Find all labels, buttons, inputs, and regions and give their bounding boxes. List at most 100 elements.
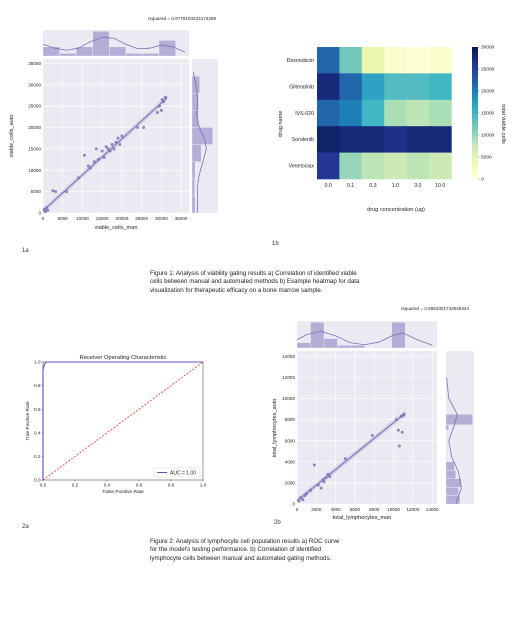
- viable-y-label: viable_cells_auto: [9, 115, 15, 158]
- roc-x-label: False Positive Rate: [102, 489, 144, 495]
- colorbar-segment: [472, 88, 478, 92]
- x-tick-label: 8000: [369, 507, 380, 512]
- y-tick-label: 10000: [28, 168, 41, 173]
- colorbar-segment: [472, 163, 478, 167]
- top-hist-bar: [296, 342, 311, 349]
- viable-rsquared-title: rsquared = 0.9779103222174289: [148, 16, 217, 21]
- colorbar-segment: [472, 69, 478, 72]
- data-point: [322, 480, 326, 484]
- data-point: [402, 412, 406, 416]
- colorbar-tick-label: 5000: [481, 155, 492, 161]
- colorbar-segment: [472, 104, 478, 107]
- colorbar-tick-label: 10000: [481, 133, 495, 139]
- x-tick-label: 0: [296, 507, 299, 512]
- data-point: [96, 158, 100, 162]
- roc-curve: [42, 361, 203, 480]
- viable-right-hist: [191, 59, 218, 214]
- y-tick-label: 6000: [285, 438, 296, 443]
- y-tick-label: 25000: [28, 104, 41, 109]
- roc-x-tick-label: 1.0: [200, 483, 207, 488]
- heatmap-y-label: drug name: [278, 111, 284, 138]
- data-point: [112, 147, 116, 151]
- lymph-points: [297, 412, 406, 503]
- roc-y-tick-label: 0.4: [34, 430, 41, 435]
- heatmap-cell: [429, 47, 452, 74]
- heatmap-row-label: Sorafenib: [292, 137, 314, 143]
- heatmap-cells: [317, 47, 452, 180]
- viable-ticks: 0 5000 10000 15000 20000 25000 30000 35000 0 5000…: [28, 61, 188, 221]
- lymph-grid: [296, 351, 437, 505]
- colorbar-segment: [472, 165, 478, 169]
- figure-2-caption: Figure 2: Analysis of lymphocyte cell po…: [150, 538, 340, 562]
- heatmap-cell: [429, 126, 452, 153]
- data-point: [118, 143, 122, 147]
- data-point: [108, 149, 112, 153]
- heatmap-cell: [339, 73, 363, 101]
- y-tick-label: 4000: [285, 459, 296, 464]
- data-point: [394, 418, 398, 422]
- data-point: [92, 160, 96, 164]
- heatmap-cell: [339, 99, 363, 127]
- y-tick-label: 0: [292, 502, 295, 507]
- colorbar-segment: [472, 121, 478, 125]
- top-kde-curve: [42, 36, 186, 53]
- colorbar-segment: [472, 110, 478, 114]
- colorbar-segment: [472, 106, 478, 109]
- colorbar-segment: [472, 139, 478, 142]
- colorbar-segment: [472, 102, 478, 105]
- colorbar-tick-label: 20000: [481, 89, 495, 95]
- data-point: [102, 155, 106, 159]
- heatmap-cell: [406, 126, 430, 153]
- colorbar-segment: [472, 128, 478, 131]
- colorbar-segment: [472, 64, 478, 68]
- right-hist-bar: [445, 470, 456, 479]
- heatmap-cell: [384, 99, 407, 127]
- figure-label-1a: 1a: [22, 248, 29, 254]
- colorbar-segment: [472, 58, 478, 61]
- heatmap-row-label: Venetoclax: [289, 164, 315, 170]
- regression-line: [296, 412, 406, 502]
- colorbar-segment: [472, 113, 478, 116]
- y-tick-label: 35000: [28, 61, 41, 66]
- top-hist-bar: [109, 46, 127, 57]
- heatmap-cell: [317, 47, 340, 74]
- colorbar-segment: [472, 137, 478, 140]
- colorbar-segment: [472, 172, 478, 175]
- viable-regression: [42, 94, 168, 214]
- heatmap-row-label: IVS-020: [295, 111, 314, 117]
- data-point: [43, 210, 47, 214]
- colorbar-segment: [472, 119, 478, 123]
- data-point: [120, 134, 124, 138]
- roc-x-tick-label: 0.6: [136, 483, 143, 488]
- roc-y-tick-label: 0.6: [34, 407, 41, 412]
- regression-line: [42, 97, 168, 212]
- roc-chance-line: [42, 361, 204, 481]
- colorbar-segment: [472, 174, 478, 178]
- colorbar-segment: [472, 132, 478, 136]
- heatmap-row-label: Gilteratinib: [289, 84, 314, 90]
- lymph-ticks: 0 2000 4000 6000 8000 10000 12000 14000 0 2000 400…: [282, 354, 439, 512]
- lymphocyte-regression-chart: rsquared = 0.9662301733045444 0 2000 4000 6…: [272, 306, 474, 521]
- x-tick-label: 35000: [175, 216, 188, 221]
- right-hist-bar: [191, 178, 195, 197]
- colorbar-segment: [472, 51, 478, 54]
- data-point: [82, 153, 86, 157]
- heatmap-cell: [361, 99, 385, 127]
- colorbar-tick-label: 15000: [481, 111, 495, 117]
- right-hist-bar: [445, 424, 449, 431]
- lymph-plot-area: [297, 351, 437, 504]
- data-point: [106, 147, 110, 151]
- data-point: [157, 104, 161, 108]
- lymph-rsquared-title: rsquared = 0.9662301733045444: [401, 306, 470, 311]
- data-point: [163, 96, 167, 99]
- colorbar-segment: [472, 152, 478, 156]
- top-hist-bar: [125, 53, 143, 57]
- y-tick-label: 14000: [282, 354, 295, 359]
- colorbar-segment: [472, 159, 478, 162]
- colorbar-segment: [472, 148, 478, 151]
- y-tick-label: 30000: [28, 82, 41, 87]
- roc-x-tick-label: 0.4: [104, 483, 111, 488]
- roc-x-tick-label: 0.2: [72, 483, 79, 488]
- data-point: [303, 494, 307, 498]
- data-point: [114, 140, 118, 144]
